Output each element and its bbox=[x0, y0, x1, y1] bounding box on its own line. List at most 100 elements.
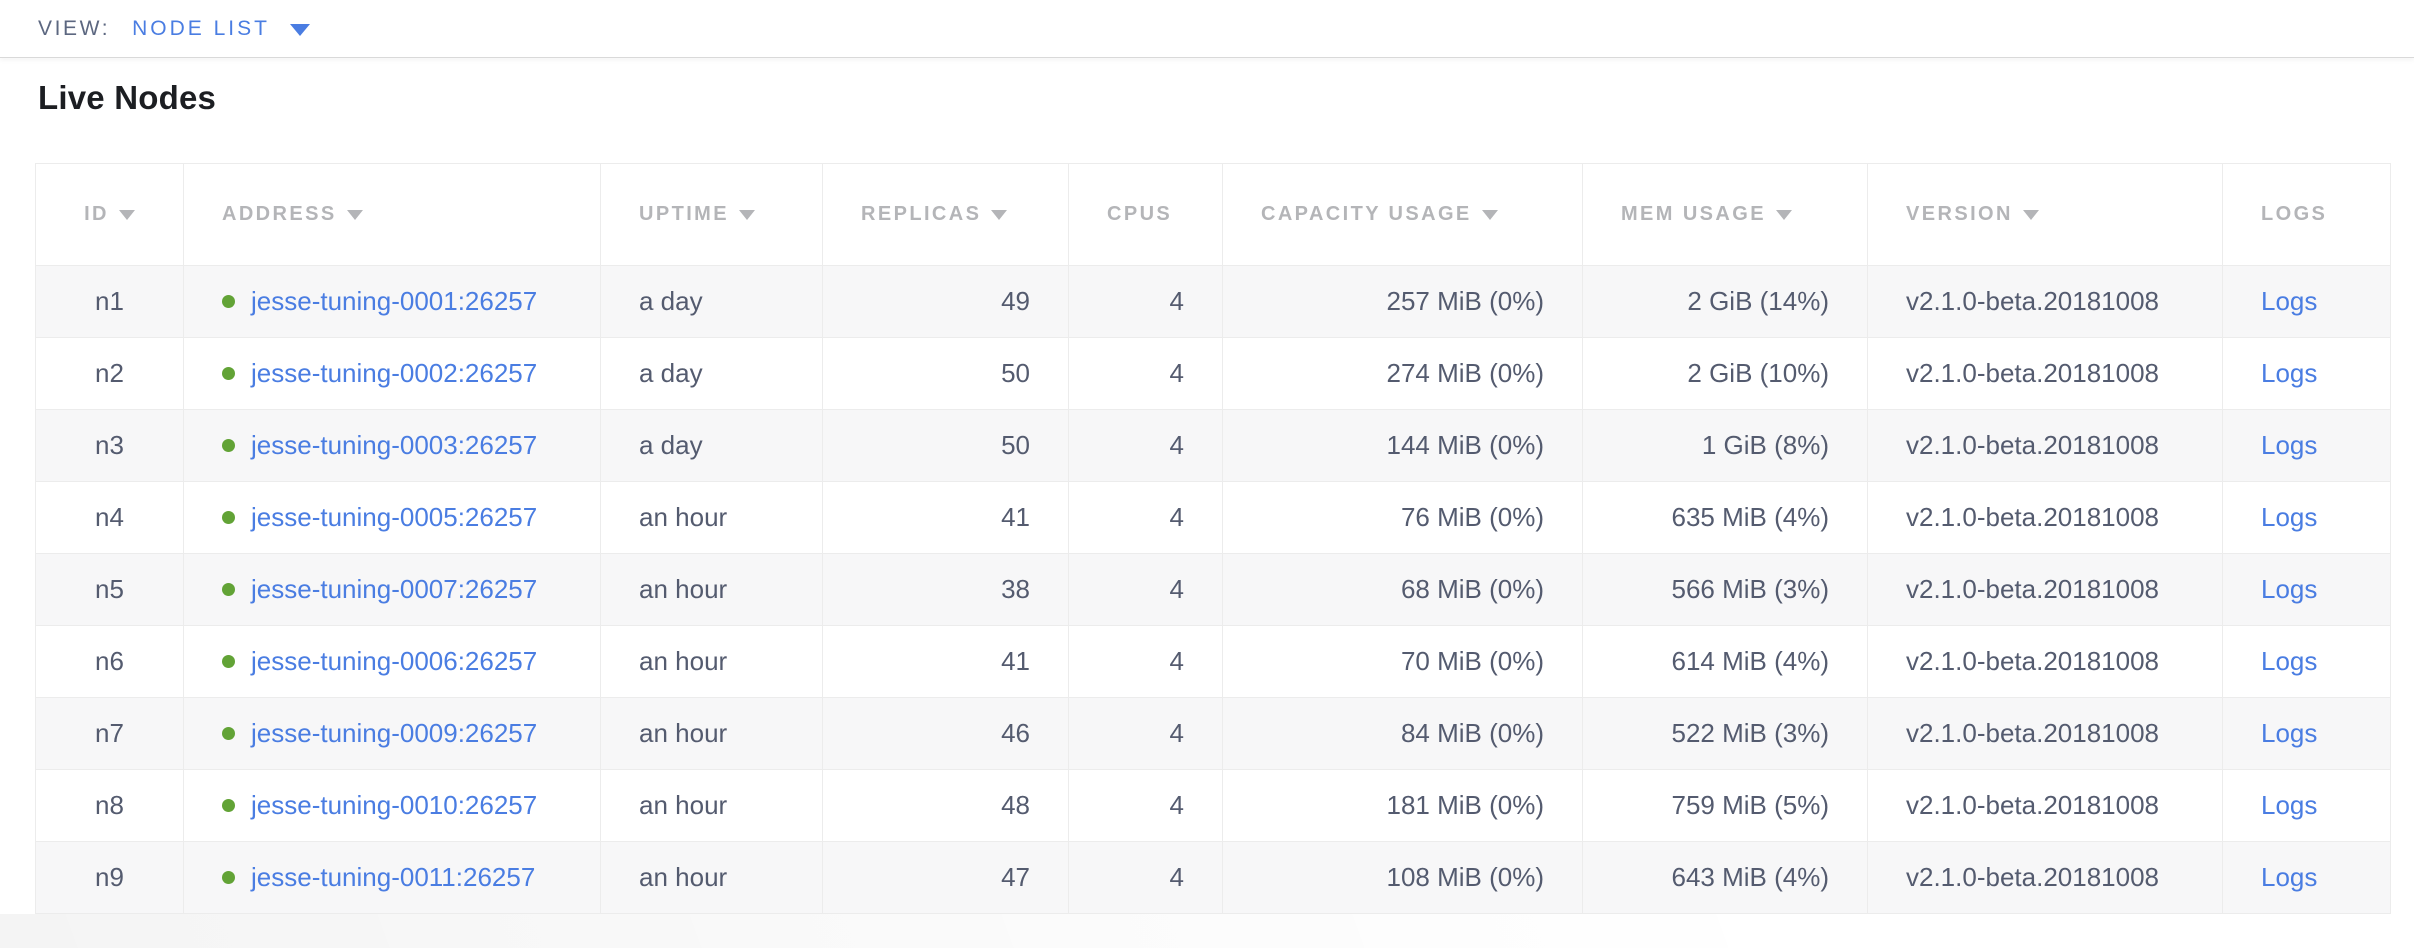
cell-capacity: 274 MiB (0%) bbox=[1222, 337, 1583, 410]
cell-version: v2.1.0-beta.20181008 bbox=[1867, 553, 2223, 626]
cell-version: v2.1.0-beta.20181008 bbox=[1867, 625, 2223, 698]
cell-uptime: a day bbox=[600, 409, 823, 482]
cell-uptime: an hour bbox=[600, 697, 823, 770]
live-nodes-section: Live Nodes ID ADDRESS UPTIME REPLICAS CPUS CA… bbox=[0, 58, 2414, 914]
cell-cpus: 4 bbox=[1068, 409, 1223, 482]
cell-logs: Logs bbox=[2222, 553, 2391, 626]
live-nodes-table: ID ADDRESS UPTIME REPLICAS CPUS CAPACITY USAG… bbox=[35, 163, 2391, 914]
cell-uptime: an hour bbox=[600, 481, 823, 554]
page-title: Live Nodes bbox=[38, 79, 217, 116]
sort-desc-icon bbox=[118, 210, 135, 220]
sort-desc-icon bbox=[2022, 210, 2039, 220]
column-header-label: LOGS bbox=[2261, 203, 2328, 225]
cell-id: n5 bbox=[35, 553, 184, 626]
cell-version: v2.1.0-beta.20181008 bbox=[1867, 265, 2223, 338]
cell-id: n1 bbox=[35, 265, 184, 338]
node-address-link[interactable]: jesse-tuning-0002:26257 bbox=[251, 358, 538, 388]
cell-logs: Logs bbox=[2222, 769, 2391, 842]
cell-logs: Logs bbox=[2222, 841, 2391, 914]
sort-desc-icon bbox=[738, 210, 755, 220]
cell-version: v2.1.0-beta.20181008 bbox=[1867, 337, 2223, 410]
cell-replicas: 50 bbox=[822, 409, 1069, 482]
cell-address: jesse-tuning-0009:26257 bbox=[183, 697, 601, 770]
node-address-link[interactable]: jesse-tuning-0003:26257 bbox=[251, 430, 538, 460]
cell-replicas: 41 bbox=[822, 625, 1069, 698]
cell-uptime: an hour bbox=[600, 769, 823, 842]
node-live-status-icon bbox=[222, 583, 235, 596]
logs-link[interactable]: Logs bbox=[2261, 646, 2318, 676]
column-header-id[interactable]: ID bbox=[35, 163, 184, 266]
column-header-label: ID bbox=[84, 203, 109, 225]
cell-version: v2.1.0-beta.20181008 bbox=[1867, 841, 2223, 914]
cell-replicas: 41 bbox=[822, 481, 1069, 554]
cell-capacity: 70 MiB (0%) bbox=[1222, 625, 1583, 698]
logs-link[interactable]: Logs bbox=[2261, 790, 2318, 820]
cell-id: n2 bbox=[35, 337, 184, 410]
cell-mem: 1 GiB (8%) bbox=[1582, 409, 1868, 482]
cell-replicas: 47 bbox=[822, 841, 1069, 914]
column-header-version[interactable]: VERSION bbox=[1867, 163, 2223, 266]
logs-link[interactable]: Logs bbox=[2261, 286, 2318, 316]
cell-capacity: 144 MiB (0%) bbox=[1222, 409, 1583, 482]
sort-desc-icon bbox=[991, 210, 1008, 220]
cell-logs: Logs bbox=[2222, 337, 2391, 410]
cell-version: v2.1.0-beta.20181008 bbox=[1867, 769, 2223, 842]
node-live-status-icon bbox=[222, 871, 235, 884]
node-live-status-icon bbox=[222, 799, 235, 812]
node-live-status-icon bbox=[222, 295, 235, 308]
logs-link[interactable]: Logs bbox=[2261, 502, 2318, 532]
logs-link[interactable]: Logs bbox=[2261, 358, 2318, 388]
column-header-mem[interactable]: MEM USAGE bbox=[1582, 163, 1868, 266]
view-selector-dropdown[interactable]: NODE LIST bbox=[132, 17, 310, 41]
cell-mem: 614 MiB (4%) bbox=[1582, 625, 1868, 698]
cell-logs: Logs bbox=[2222, 697, 2391, 770]
cell-uptime: an hour bbox=[600, 841, 823, 914]
node-address-link[interactable]: jesse-tuning-0010:26257 bbox=[251, 790, 538, 820]
cell-logs: Logs bbox=[2222, 625, 2391, 698]
logs-link[interactable]: Logs bbox=[2261, 430, 2318, 460]
column-header-address[interactable]: ADDRESS bbox=[183, 163, 601, 266]
node-address-link[interactable]: jesse-tuning-0001:26257 bbox=[251, 286, 538, 316]
cell-cpus: 4 bbox=[1068, 841, 1223, 914]
node-address-link[interactable]: jesse-tuning-0011:26257 bbox=[251, 862, 536, 892]
cell-mem: 522 MiB (3%) bbox=[1582, 697, 1868, 770]
cell-address: jesse-tuning-0006:26257 bbox=[183, 625, 601, 698]
node-live-status-icon bbox=[222, 727, 235, 740]
cell-mem: 2 GiB (14%) bbox=[1582, 265, 1868, 338]
column-header-replicas[interactable]: REPLICAS bbox=[822, 163, 1069, 266]
cell-cpus: 4 bbox=[1068, 553, 1223, 626]
column-header-label: MEM USAGE bbox=[1621, 203, 1766, 225]
table-row: n6 jesse-tuning-0006:26257 an hour 41 4 70 Mi… bbox=[35, 625, 2391, 698]
column-header-label: CPUS bbox=[1107, 203, 1173, 225]
node-address-link[interactable]: jesse-tuning-0007:26257 bbox=[251, 574, 538, 604]
node-address-link[interactable]: jesse-tuning-0005:26257 bbox=[251, 502, 538, 532]
column-header-uptime[interactable]: UPTIME bbox=[600, 163, 823, 266]
logs-link[interactable]: Logs bbox=[2261, 574, 2318, 604]
table-row: n3 jesse-tuning-0003:26257 a day 50 4 144 MiB… bbox=[35, 409, 2391, 482]
cell-address: jesse-tuning-0001:26257 bbox=[183, 265, 601, 338]
column-header-capacity[interactable]: CAPACITY USAGE bbox=[1222, 163, 1583, 266]
sort-desc-icon bbox=[1775, 210, 1792, 220]
cell-uptime: an hour bbox=[600, 625, 823, 698]
chevron-down-icon bbox=[289, 24, 310, 36]
cell-replicas: 38 bbox=[822, 553, 1069, 626]
node-address-link[interactable]: jesse-tuning-0009:26257 bbox=[251, 718, 538, 748]
logs-link[interactable]: Logs bbox=[2261, 718, 2318, 748]
logs-link[interactable]: Logs bbox=[2261, 862, 2318, 892]
cell-address: jesse-tuning-0005:26257 bbox=[183, 481, 601, 554]
node-address-link[interactable]: jesse-tuning-0006:26257 bbox=[251, 646, 538, 676]
cell-capacity: 68 MiB (0%) bbox=[1222, 553, 1583, 626]
node-live-status-icon bbox=[222, 367, 235, 380]
cell-cpus: 4 bbox=[1068, 625, 1223, 698]
column-header-label: VERSION bbox=[1906, 203, 2013, 225]
cell-uptime: a day bbox=[600, 337, 823, 410]
sort-desc-icon bbox=[346, 210, 363, 220]
cell-replicas: 48 bbox=[822, 769, 1069, 842]
table-body: n1 jesse-tuning-0001:26257 a day 49 4 257 MiB… bbox=[35, 265, 2391, 914]
view-bar: VIEW: NODE LIST bbox=[0, 0, 2414, 58]
cell-mem: 635 MiB (4%) bbox=[1582, 481, 1868, 554]
cell-replicas: 46 bbox=[822, 697, 1069, 770]
column-header-label: ADDRESS bbox=[222, 203, 337, 225]
column-header-label: REPLICAS bbox=[861, 203, 982, 225]
column-header-label: UPTIME bbox=[639, 203, 729, 225]
